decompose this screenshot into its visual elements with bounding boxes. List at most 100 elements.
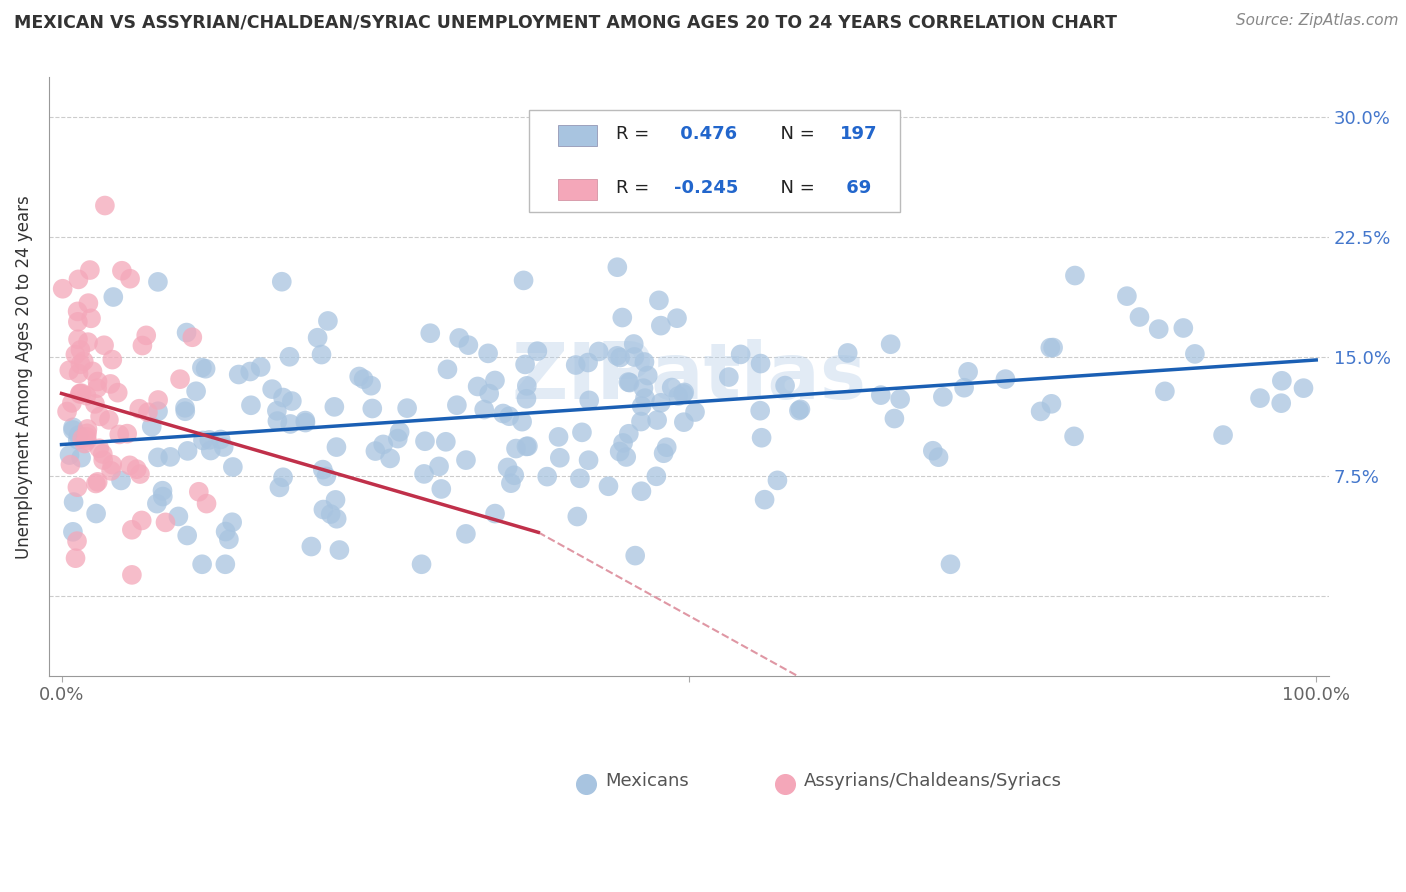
Point: [94, 198, 117, 212]
Point: [129, 467, 152, 481]
Point: [75, 430, 97, 444]
Point: [86, 475, 108, 489]
Point: [325, 512, 347, 526]
Text: -0.245: -0.245: [673, 178, 738, 196]
Point: [614, 450, 637, 464]
Point: [419, 326, 441, 341]
Point: [191, 434, 214, 448]
Point: [294, 416, 316, 430]
Point: [209, 433, 232, 447]
Point: [637, 368, 659, 383]
Point: [214, 524, 236, 539]
Point: [176, 443, 198, 458]
Point: [378, 451, 401, 466]
Point: [633, 381, 655, 395]
Text: N =: N =: [769, 125, 821, 143]
Point: [619, 376, 641, 390]
Point: [212, 440, 235, 454]
Point: [67, 272, 90, 286]
Point: [364, 444, 387, 458]
Point: [1249, 391, 1271, 405]
Point: [70, 450, 93, 465]
Point: [571, 425, 593, 440]
Point: [373, 437, 395, 451]
Point: [1147, 322, 1170, 336]
Point: [315, 469, 337, 483]
Text: R =: R =: [616, 125, 655, 143]
Point: [666, 311, 689, 326]
Point: [66, 332, 89, 346]
Point: [773, 378, 796, 392]
Point: [766, 474, 789, 488]
Point: [155, 516, 177, 530]
Point: [125, 462, 148, 476]
Point: [184, 384, 207, 399]
Point: [319, 507, 342, 521]
Point: [434, 434, 457, 449]
Text: 0.476: 0.476: [673, 125, 737, 143]
Point: [111, 264, 134, 278]
Point: [754, 492, 776, 507]
Point: [146, 450, 169, 465]
Point: [1184, 347, 1206, 361]
Point: [323, 400, 346, 414]
Point: [957, 365, 980, 379]
Point: [100, 376, 122, 391]
Point: [218, 533, 240, 547]
Point: [76, 426, 98, 441]
Point: [484, 507, 506, 521]
Point: [505, 442, 527, 456]
Point: [484, 374, 506, 388]
Point: [672, 387, 695, 401]
Point: [269, 480, 291, 494]
Text: Source: ZipAtlas.com: Source: ZipAtlas.com: [1236, 13, 1399, 29]
Point: [59, 458, 82, 472]
Point: [427, 459, 450, 474]
FancyBboxPatch shape: [558, 125, 596, 146]
Point: [478, 386, 501, 401]
Point: [84, 476, 107, 491]
Point: [630, 484, 652, 499]
Text: 197: 197: [839, 125, 877, 143]
Y-axis label: Unemployment Among Ages 20 to 24 years: Unemployment Among Ages 20 to 24 years: [15, 194, 32, 558]
Point: [1173, 321, 1195, 335]
Point: [66, 480, 89, 494]
Point: [413, 467, 436, 481]
Point: [1128, 310, 1150, 324]
Point: [772, 876, 794, 890]
Point: [430, 482, 453, 496]
Point: [630, 399, 652, 413]
Point: [79, 263, 101, 277]
Point: [1116, 289, 1139, 303]
Point: [152, 483, 174, 498]
Point: [516, 439, 538, 453]
Point: [191, 558, 214, 572]
Point: [503, 468, 526, 483]
Point: [135, 328, 157, 343]
Point: [118, 458, 141, 473]
Point: [472, 402, 495, 417]
Point: [100, 464, 122, 478]
Point: [328, 543, 350, 558]
Point: [361, 401, 384, 416]
Point: [266, 414, 288, 428]
Point: [325, 440, 347, 454]
Point: [749, 357, 772, 371]
Point: [281, 394, 304, 409]
Point: [499, 476, 522, 491]
Point: [617, 426, 640, 441]
Point: [578, 876, 600, 890]
Point: [69, 387, 91, 401]
Point: [1040, 397, 1063, 411]
Point: [200, 443, 222, 458]
Point: [103, 290, 125, 304]
Point: [278, 350, 301, 364]
Point: [661, 380, 683, 394]
Point: [457, 338, 479, 352]
Point: [307, 331, 329, 345]
Point: [1042, 341, 1064, 355]
Point: [645, 413, 668, 427]
Point: [567, 509, 589, 524]
Point: [222, 460, 245, 475]
Point: [612, 310, 634, 325]
